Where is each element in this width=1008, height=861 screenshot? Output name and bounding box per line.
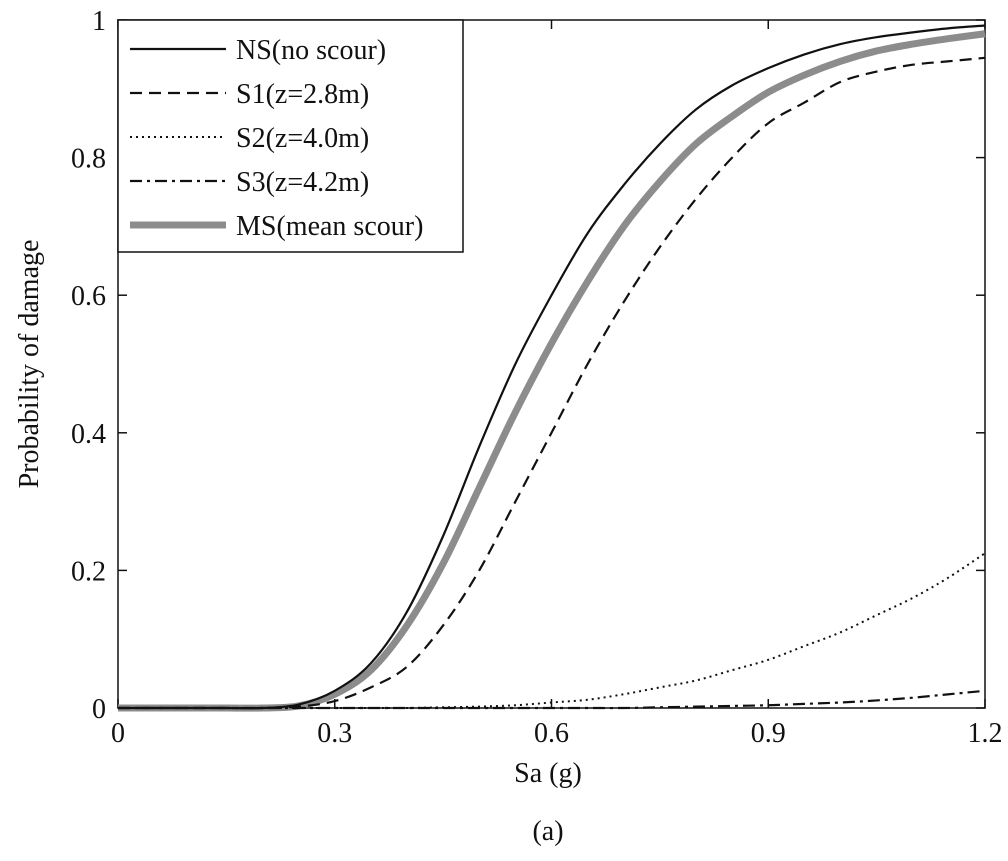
x-tick-label: 0	[111, 718, 125, 749]
series-line-dotted	[117, 552, 986, 710]
y-tick-label: 1	[92, 6, 106, 37]
x-tick-label: 0.3	[317, 718, 352, 749]
legend: NS(no scour) S1(z=2.8m) S2(z=4.0m) S3(z=4.2…	[117, 19, 464, 253]
x-axis-label: Sa (g)	[514, 758, 582, 789]
legend-entry-label: S3(z=4.2m)	[236, 167, 369, 198]
y-tick-label: 0	[92, 694, 106, 725]
y-axis-ticks: 0 0.2 0.4 0.6 0.8 1	[71, 6, 985, 725]
y-tick-label: 0.8	[71, 144, 106, 175]
x-axis-ticks: 0 0.3 0.6 0.9 1.2	[111, 20, 1003, 749]
y-tick-label: 0.4	[71, 419, 106, 450]
legend-entry-label: S2(z=4.0m)	[236, 123, 369, 154]
legend-box	[117, 19, 464, 253]
plot-area: 0 0.3 0.6 0.9 1.2 0 0.2 0.4 0.6 0.8 1 NS(no scour…	[71, 6, 1003, 749]
x-tick-label: 0.9	[751, 718, 786, 749]
x-tick-label: 1.2	[968, 718, 1003, 749]
legend-entry-label: NS(no scour)	[236, 35, 386, 66]
y-tick-label: 0.6	[71, 281, 106, 312]
series-layer	[117, 24, 986, 712]
figure-caption: (a)	[532, 816, 563, 847]
legend-entry-label: MS(mean scour)	[236, 211, 423, 242]
x-tick-label: 0.6	[534, 718, 569, 749]
y-axis-label: Probability of damage	[14, 240, 45, 489]
y-tick-label: 0.2	[71, 556, 106, 587]
series-line-dashdot	[117, 689, 986, 710]
series-line-solid	[117, 24, 986, 710]
legend-entry-label: S1(z=2.8m)	[236, 79, 369, 110]
